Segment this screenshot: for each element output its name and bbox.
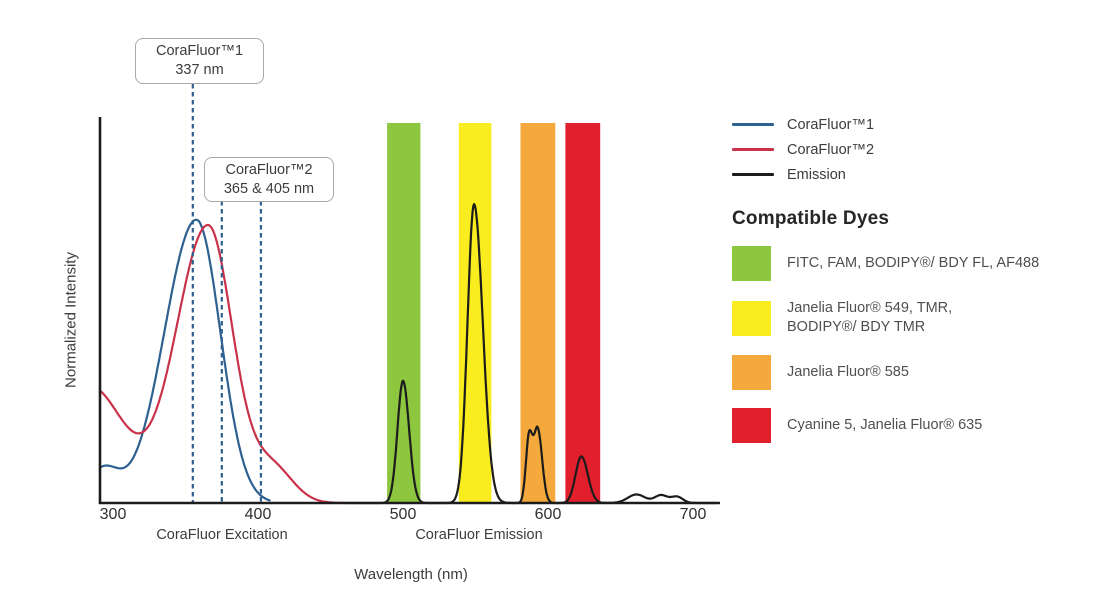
dye-item-yellow: Janelia Fluor® 549, TMR, BODIPY®/ BDY TM… (732, 299, 1104, 337)
corafluor1-line-swatch (732, 123, 774, 126)
legend-label: CoraFluor™2 (787, 141, 875, 158)
annotation-corafluor2-title: CoraFluor™2 (225, 161, 313, 178)
red-filter-band (565, 123, 601, 503)
dye-label: Janelia Fluor® 549, TMR, BODIPY®/ BDY TM… (787, 300, 953, 335)
yellow-filter-band (458, 123, 492, 503)
x-axis-label: Wavelength (nm) (354, 566, 468, 583)
x-tick-500: 500 (389, 506, 417, 523)
legend-label: Emission (787, 166, 846, 183)
annotation-corafluor1-value: 337 nm (175, 62, 224, 78)
x-tick-300: 300 (99, 506, 127, 523)
compatible-dyes-heading: Compatible Dyes (732, 208, 890, 229)
orange-dye-swatch (732, 355, 771, 390)
x-tick-600: 600 (534, 506, 562, 523)
red-dye-swatch (732, 408, 771, 443)
legend-item-emission: Emission (732, 162, 1104, 187)
annotation-corafluor1-title: CoraFluor™1 (155, 43, 244, 59)
dye-label: FITC, FAM, BODIPY®/ BDY FL, AF488 (787, 255, 1040, 271)
series-corafluor1-curve (98, 218, 271, 502)
legend-item-corafluor1: CoraFluor™1 (732, 112, 1104, 137)
yellow-dye-swatch (732, 300, 771, 336)
chart-axes (98, 117, 720, 505)
spectra-chart-canvas (98, 84, 720, 505)
annotation-corafluor1-box: CoraFluor™1 337 nm (135, 38, 264, 84)
emission-caption: CoraFluor Emission (415, 527, 543, 543)
series-corafluor2-curve (98, 223, 358, 505)
dye-item-orange: Janelia Fluor® 585 (732, 355, 1104, 390)
legend-item-corafluor2: CoraFluor™2 (732, 137, 1104, 162)
excitation-caption: CoraFluor Excitation (156, 527, 288, 543)
y-axis-label: Normalized Intensity (62, 252, 80, 388)
legend-and-dyes-panel: CoraFluor™1 CoraFluor™2 Emission Compati… (732, 112, 1104, 461)
annotation-corafluor2-box: CoraFluor™2 365 & 405 nm (204, 157, 334, 202)
corafluor2-line-swatch (732, 148, 774, 151)
dye-item-red: Cyanine 5, Janelia Fluor® 635 (732, 408, 1104, 443)
dye-label: Janelia Fluor® 585 (787, 364, 909, 380)
series-emission-curve (355, 203, 718, 505)
annotation-corafluor2-value: 365 & 405 nm (223, 180, 315, 197)
dye-label: Cyanine 5, Janelia Fluor® 635 (787, 417, 983, 433)
green-dye-swatch (732, 246, 771, 281)
orange-filter-band (520, 123, 556, 503)
emission-line-swatch (732, 173, 774, 176)
green-filter-band (387, 123, 421, 503)
legend-label: CoraFluor™1 (787, 116, 875, 133)
x-tick-700: 700 (679, 506, 707, 523)
x-tick-400: 400 (244, 506, 272, 523)
dye-item-green: FITC, FAM, BODIPY®/ BDY FL, AF488 (732, 246, 1104, 281)
